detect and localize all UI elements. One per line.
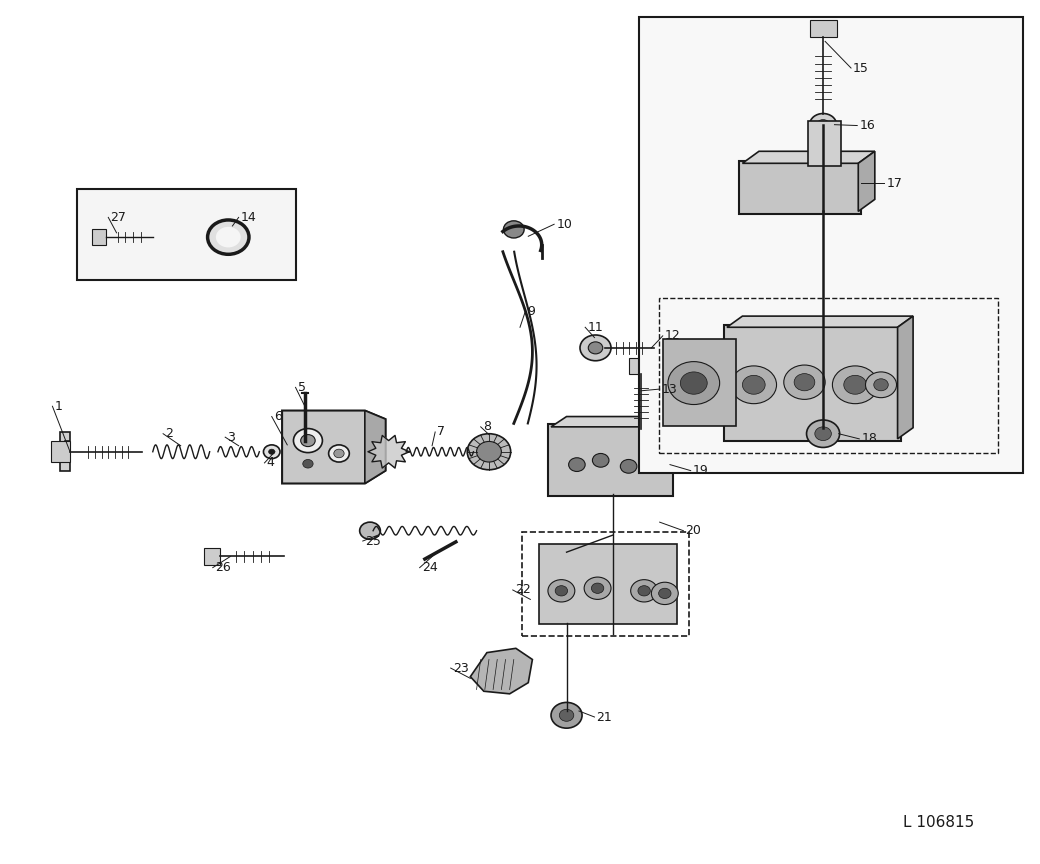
Circle shape bbox=[658, 588, 671, 599]
Circle shape bbox=[874, 378, 888, 391]
Circle shape bbox=[503, 221, 524, 238]
Circle shape bbox=[644, 458, 660, 472]
FancyBboxPatch shape bbox=[739, 161, 861, 214]
Polygon shape bbox=[858, 151, 875, 212]
Circle shape bbox=[268, 449, 275, 454]
Circle shape bbox=[593, 454, 609, 467]
Circle shape bbox=[301, 435, 315, 447]
Polygon shape bbox=[205, 548, 220, 565]
Circle shape bbox=[630, 580, 657, 602]
Circle shape bbox=[476, 442, 501, 462]
Text: 12: 12 bbox=[665, 329, 680, 342]
Text: 9: 9 bbox=[527, 305, 536, 318]
Circle shape bbox=[620, 460, 636, 473]
Circle shape bbox=[555, 586, 568, 596]
Circle shape bbox=[584, 577, 612, 600]
Text: 27: 27 bbox=[110, 211, 126, 224]
Polygon shape bbox=[365, 410, 386, 484]
Text: 10: 10 bbox=[556, 218, 572, 231]
Circle shape bbox=[810, 113, 836, 136]
Circle shape bbox=[580, 335, 612, 361]
Circle shape bbox=[795, 373, 814, 391]
Text: 18: 18 bbox=[861, 432, 878, 445]
Polygon shape bbox=[810, 21, 836, 37]
Text: 5: 5 bbox=[297, 381, 306, 394]
FancyBboxPatch shape bbox=[77, 189, 295, 280]
Text: 14: 14 bbox=[240, 211, 257, 224]
Circle shape bbox=[467, 434, 511, 470]
Polygon shape bbox=[59, 432, 70, 471]
Text: 2: 2 bbox=[165, 427, 173, 441]
Polygon shape bbox=[654, 339, 672, 358]
Text: 1: 1 bbox=[54, 400, 62, 413]
Text: 6: 6 bbox=[274, 410, 282, 423]
Circle shape bbox=[843, 375, 866, 394]
Text: 15: 15 bbox=[853, 61, 869, 74]
Text: 26: 26 bbox=[215, 561, 231, 575]
Circle shape bbox=[589, 342, 603, 354]
Text: 19: 19 bbox=[693, 464, 708, 477]
Text: 17: 17 bbox=[886, 176, 902, 189]
Polygon shape bbox=[93, 230, 106, 245]
Circle shape bbox=[668, 362, 720, 404]
FancyBboxPatch shape bbox=[548, 424, 673, 497]
Text: 20: 20 bbox=[685, 524, 701, 537]
Circle shape bbox=[807, 420, 839, 448]
Circle shape bbox=[548, 580, 575, 602]
Text: 7: 7 bbox=[437, 425, 445, 439]
Circle shape bbox=[263, 445, 280, 459]
Text: 13: 13 bbox=[661, 383, 677, 396]
Circle shape bbox=[816, 119, 829, 130]
Circle shape bbox=[743, 375, 765, 394]
Text: L 106815: L 106815 bbox=[903, 815, 974, 830]
Polygon shape bbox=[282, 410, 386, 484]
Text: 3: 3 bbox=[228, 430, 235, 443]
Text: 8: 8 bbox=[483, 421, 491, 434]
Text: 11: 11 bbox=[588, 321, 603, 334]
Circle shape bbox=[832, 365, 878, 403]
Circle shape bbox=[208, 220, 249, 254]
Circle shape bbox=[784, 365, 825, 399]
Circle shape bbox=[293, 429, 322, 453]
Circle shape bbox=[814, 427, 831, 441]
Circle shape bbox=[334, 449, 344, 458]
Polygon shape bbox=[898, 316, 913, 439]
Polygon shape bbox=[368, 435, 410, 468]
Text: 22: 22 bbox=[515, 583, 530, 596]
Polygon shape bbox=[51, 442, 70, 462]
Polygon shape bbox=[551, 416, 685, 427]
Circle shape bbox=[651, 582, 678, 605]
Circle shape bbox=[551, 702, 582, 728]
Text: 4: 4 bbox=[266, 456, 275, 469]
Text: 24: 24 bbox=[422, 561, 438, 575]
Circle shape bbox=[638, 586, 650, 596]
Circle shape bbox=[569, 458, 586, 472]
Text: 23: 23 bbox=[452, 662, 468, 675]
FancyBboxPatch shape bbox=[639, 17, 1022, 473]
Circle shape bbox=[592, 583, 604, 594]
FancyBboxPatch shape bbox=[724, 325, 901, 442]
Circle shape bbox=[680, 372, 707, 394]
Text: 16: 16 bbox=[859, 119, 875, 132]
Polygon shape bbox=[470, 648, 532, 694]
Circle shape bbox=[731, 365, 777, 403]
Polygon shape bbox=[743, 151, 875, 163]
Circle shape bbox=[865, 372, 896, 397]
Polygon shape bbox=[628, 359, 653, 373]
FancyBboxPatch shape bbox=[662, 340, 736, 426]
Circle shape bbox=[329, 445, 349, 462]
Circle shape bbox=[216, 227, 240, 247]
Text: 21: 21 bbox=[597, 710, 613, 723]
FancyBboxPatch shape bbox=[539, 543, 677, 625]
Circle shape bbox=[303, 460, 313, 468]
Polygon shape bbox=[727, 316, 913, 327]
FancyBboxPatch shape bbox=[808, 121, 840, 166]
Text: 25: 25 bbox=[365, 535, 381, 548]
Circle shape bbox=[560, 709, 574, 721]
Circle shape bbox=[360, 522, 381, 539]
